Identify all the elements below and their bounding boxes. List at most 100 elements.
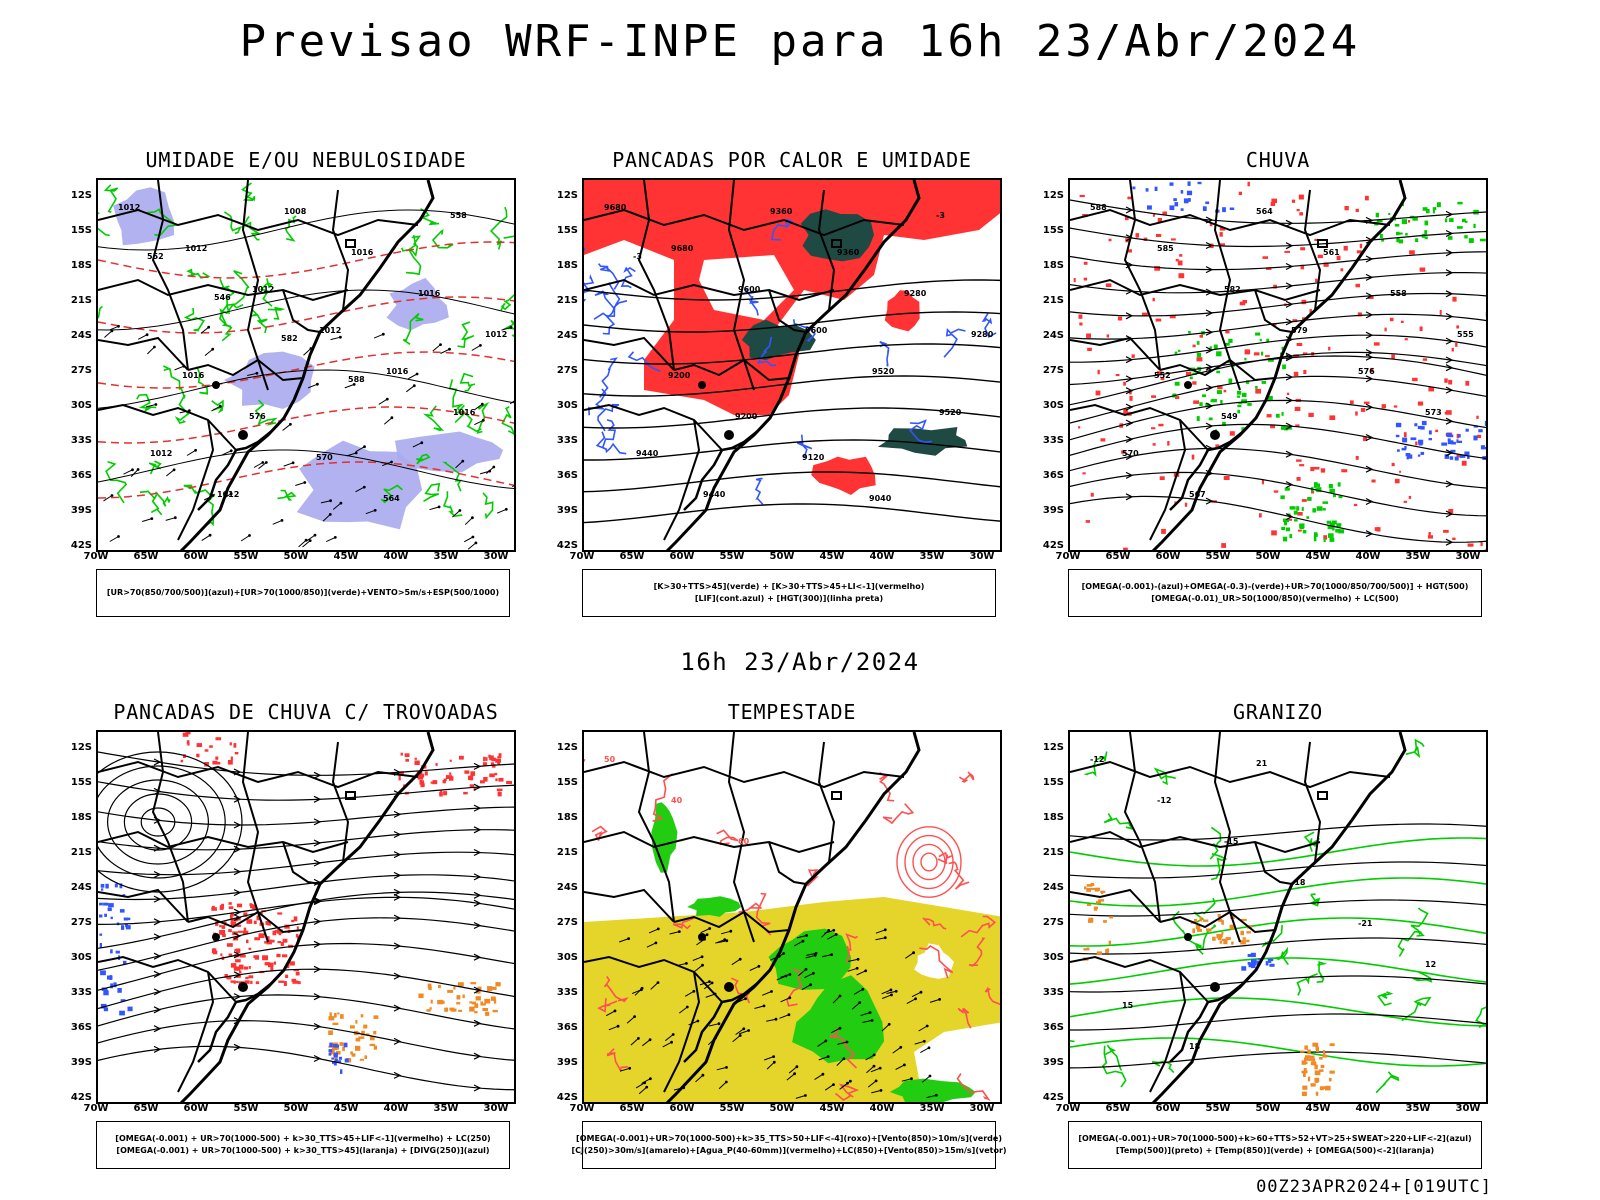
latitude-tick-label: 33S: [70, 435, 92, 446]
latitude-tick-label: 27S: [1042, 365, 1064, 376]
longitude-tick-label: 35W: [1405, 1103, 1431, 1114]
contour-label: 9520: [939, 408, 962, 417]
longitude-tick-label: 40W: [383, 1103, 409, 1114]
latitude-tick-label: 33S: [1042, 435, 1064, 446]
contour-label: 9280: [904, 289, 927, 298]
latitude-tick-label: 18S: [70, 260, 92, 271]
legend-line: [OMEGA(-0.001) + UR>70(1000-500) + k>30_…: [116, 1146, 490, 1155]
divergence-area-blue: [328, 1042, 349, 1074]
legend-trovoadas: [OMEGA(-0.001) + UR>70(1000-500) + k>30_…: [96, 1121, 510, 1169]
latitude-tick-label: 33S: [556, 987, 578, 998]
latitude-tick-label: 42S: [556, 540, 578, 551]
longitude-tick-label: 35W: [1405, 551, 1431, 562]
contour-label: 546: [214, 293, 231, 302]
legend-line: [OMEGA(-0.001)+UR>70(1000-500)+k>60+TTS>…: [1078, 1134, 1472, 1143]
coastline-and-borders: [584, 180, 921, 550]
longitude-tick-label: 30W: [483, 1103, 509, 1114]
height-300hpa-contour: [584, 279, 1000, 301]
model-run-timestamp: 00Z23APR2024+[019UTC]: [1256, 1177, 1492, 1197]
longitude-tick-label: 40W: [1355, 551, 1381, 562]
longitude-tick-label: 35W: [433, 1103, 459, 1114]
contour-label: 60: [738, 837, 750, 846]
contour-label: 573: [1425, 408, 1442, 417]
legend-tempestade: [OMEGA(-0.001)+UR>70(1000-500)+k>35_TTS>…: [571, 1121, 1007, 1169]
legend-line: [CJ(250)>30m/s](amarelo)+[Agua_P(40-60mm…: [571, 1146, 1007, 1155]
latitude-tick-label: 27S: [556, 917, 578, 928]
contour-label: 1012: [319, 326, 341, 335]
pressure-isobar: [98, 289, 514, 331]
contour-label: 9360: [837, 248, 860, 257]
latitude-tick-label: 39S: [70, 505, 92, 516]
latitude-tick-label: 39S: [556, 1057, 578, 1068]
longitude-tick-label: 30W: [483, 551, 509, 562]
latitude-tick-label: 15S: [70, 777, 92, 788]
contour-label: 570: [1122, 449, 1139, 458]
temperature-850-line: [1070, 1037, 1486, 1067]
contour-label: 1016: [351, 248, 374, 257]
mid-level-humidity-area: [386, 277, 449, 331]
temperature-850-line: [1070, 877, 1486, 907]
legend-line: [OMEGA(-0.001) + UR>70(1000-500) + k>30_…: [115, 1134, 491, 1143]
longitude-tick-label: 60W: [1155, 551, 1181, 562]
longitude-tick-label: 35W: [919, 551, 945, 562]
contour-label: 1016: [386, 367, 409, 376]
legend-pancadas-calor: [K>30+TTS>45](verde) + [K>30+TTS>45+LI<-…: [582, 569, 996, 617]
longitude-tick-label: 45W: [1305, 1103, 1331, 1114]
contour-label: 567: [1189, 490, 1206, 499]
contour-label: 555: [1457, 330, 1474, 339]
latitude-tick-label: 36S: [1042, 470, 1064, 481]
latitude-tick-label: 30S: [556, 952, 578, 963]
legend-line: [OMEGA(-0.01)_UR>50(1000/850)(vermelho) …: [1151, 594, 1399, 603]
latitude-tick-label: 21S: [70, 847, 92, 858]
contour-label: 1016: [418, 289, 441, 298]
contour-label: 558: [1390, 289, 1407, 298]
longitude-tick-label: 40W: [383, 551, 409, 562]
longitude-tick-label: 55W: [719, 1103, 745, 1114]
streamlines-250hpa: [98, 751, 514, 1092]
latitude-tick-label: 30S: [70, 952, 92, 963]
contour-label: 9200: [668, 371, 691, 380]
latitude-tick-label: 21S: [556, 295, 578, 306]
strong-wind-area-green: [651, 802, 678, 873]
contour-label: 552: [147, 252, 164, 261]
contour-label: 582: [1224, 285, 1241, 294]
longitude-tick-label: 45W: [819, 1103, 845, 1114]
clear-area: [699, 255, 794, 320]
contour-label: 1012: [252, 285, 274, 294]
latitude-tick-label: 30S: [70, 400, 92, 411]
height-labels: 9680 9680 9600 9600 9520 9520 9440 9440 9360 9360…: [604, 203, 994, 503]
strong-wind-area-green: [792, 975, 885, 1064]
contour-label: 585: [1157, 244, 1174, 253]
forecast-time-subtitle: 16h 23/Abr/2024: [680, 648, 920, 676]
longitude-tick-label: 70W: [1055, 1103, 1081, 1114]
longitude-tick-label: 35W: [919, 1103, 945, 1114]
latitude-tick-label: 27S: [70, 365, 92, 376]
longitude-tick-label: 70W: [569, 551, 595, 562]
longitude-tick-label: 35W: [433, 551, 459, 562]
thickness-line: [98, 351, 514, 389]
contour-label: 9040: [869, 494, 892, 503]
contour-label: 561: [1323, 248, 1340, 257]
latitude-tick-label: 18S: [1042, 260, 1064, 271]
temperature-500-line: [1070, 1013, 1486, 1031]
contour-label: 9120: [802, 453, 825, 462]
thickness-line: [98, 296, 514, 334]
contour-label: 1012: [150, 449, 172, 458]
contour-label: 1012: [185, 244, 207, 253]
contour-label: 9520: [872, 367, 895, 376]
height-300hpa-contour: [584, 439, 1000, 461]
contour-label: 9680: [604, 203, 627, 212]
contour-label: 579: [1291, 326, 1308, 335]
low-pressure-circle: [896, 826, 962, 898]
contour-label: 1016: [182, 371, 205, 380]
contour-label: 552: [1154, 371, 1171, 380]
panel-title-trovoadas: PANCADAS DE CHUVA C/ TROVOADAS: [113, 700, 499, 724]
longitude-tick-label: 60W: [183, 1103, 209, 1114]
latitude-tick-label: 21S: [556, 847, 578, 858]
latitude-tick-label: 27S: [1042, 917, 1064, 928]
legend-line: [UR>70(850/700/500)](azul)+[UR>70(1000/8…: [106, 588, 500, 597]
latitude-tick-label: 24S: [1042, 882, 1064, 893]
contour-label: 50: [604, 755, 616, 764]
longitude-tick-label: 60W: [183, 551, 209, 562]
contour-label: -12: [1157, 796, 1171, 805]
